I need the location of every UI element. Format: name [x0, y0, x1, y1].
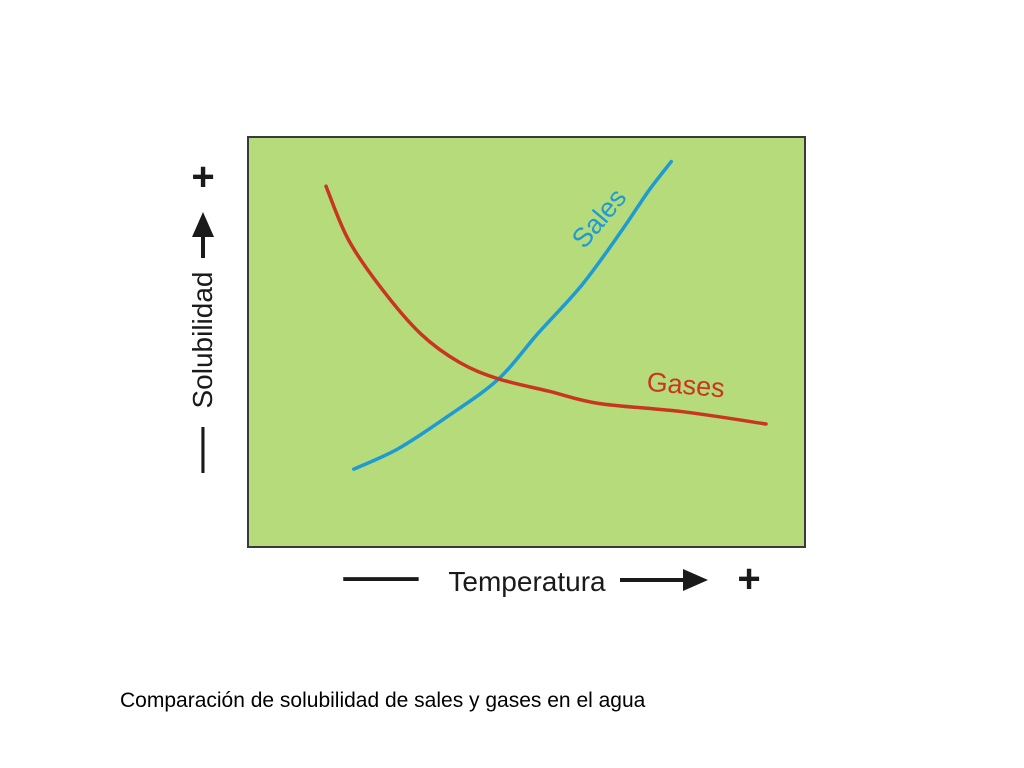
x-axis-high-marker: + [737, 557, 760, 601]
series-line-sales [352, 159, 674, 471]
slide-caption: Comparación de solubilidad de sales y ga… [120, 689, 646, 712]
x-axis-label: Temperatura [448, 566, 606, 597]
y-axis-up-arrow-icon [192, 212, 214, 258]
plot-area [247, 136, 806, 548]
y-axis-high-marker: + [191, 155, 214, 199]
y-axis-label: Solubilidad [187, 272, 218, 409]
y-axis-low-marker: — [173, 427, 225, 473]
series-label-gases: Gases [646, 367, 726, 404]
x-axis-right-arrow-icon [620, 569, 708, 591]
series-line-gases [324, 184, 768, 426]
x-axis-low-marker: — [343, 542, 419, 607]
series-layer [324, 159, 768, 471]
